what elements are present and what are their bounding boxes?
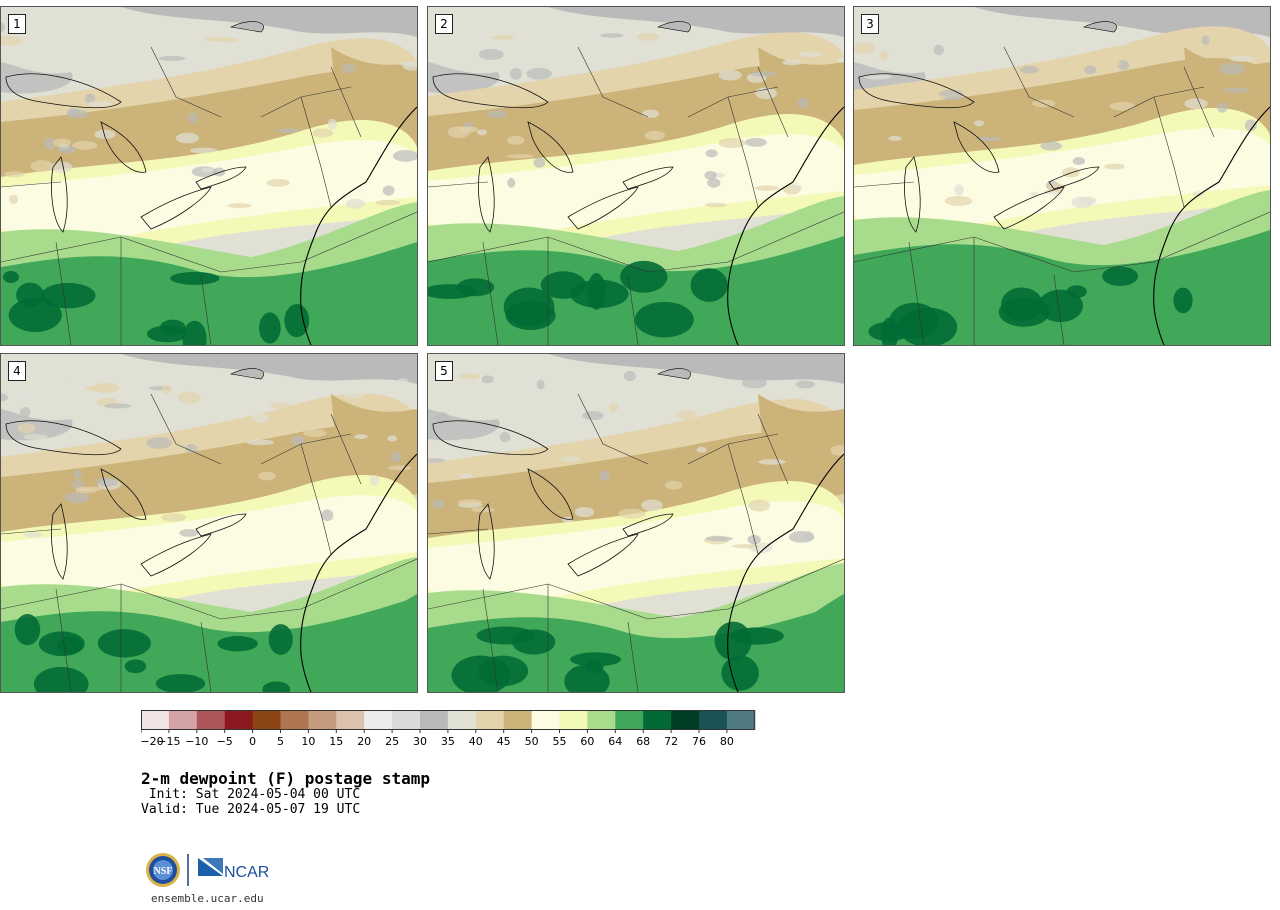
ncar-logo-text: NCAR	[224, 864, 269, 881]
colorbar-swatch	[280, 710, 309, 730]
colorbar-tick-label: 68	[636, 735, 650, 748]
dewpoint-map	[1, 354, 417, 692]
ncar-logo: NCAR	[198, 858, 269, 881]
colorbar-swatch	[392, 710, 421, 730]
colorbar-tick-label: −15	[157, 735, 180, 748]
colorbar-swatch	[699, 710, 728, 730]
colorbar-swatch	[141, 710, 170, 730]
colorbar-tick-label: 76	[692, 735, 706, 748]
valid-time: Valid: Tue 2024-05-07 19 UTC	[141, 802, 361, 817]
colorbar-tick-label: 25	[385, 735, 399, 748]
colorbar-tick-label: 20	[357, 735, 371, 748]
panel-number-label: 4	[8, 361, 26, 381]
map-panel-5: 5	[427, 353, 845, 693]
dewpoint-colorbar: −20−15 −10 −5 0 5 10 15 20 25 30 35 40 45 50 55 60 64 68 7…	[141, 710, 756, 748]
colorbar-tick-label: −5	[217, 735, 233, 748]
colorbar-tick-label: 55	[553, 735, 567, 748]
colorbar-tick-label: 10	[301, 735, 315, 748]
dewpoint-map	[854, 7, 1270, 345]
dewpoint-map	[1, 7, 417, 345]
colorbar-swatch	[503, 710, 533, 730]
colorbar-tick-label: −10	[185, 735, 208, 748]
colorbar-swatch	[726, 710, 756, 730]
footer-url: ensemble.ucar.edu	[151, 892, 264, 905]
colorbar-swatch	[364, 710, 393, 730]
colorbar-tick-label: 5	[277, 735, 284, 748]
colorbar-swatch	[615, 710, 644, 730]
colorbar-swatch	[559, 710, 588, 730]
colorbar-tick-label: 72	[664, 735, 678, 748]
colorbar-tick-label: 30	[413, 735, 427, 748]
nsf-logo-text: NSF	[154, 866, 173, 877]
colorbar-swatch	[531, 710, 560, 730]
colorbar-swatch	[643, 710, 672, 730]
colorbar-swatch	[587, 710, 616, 730]
colorbar-tick-label: 15	[329, 735, 343, 748]
colorbar-swatch	[168, 710, 198, 730]
panel-number-label: 3	[861, 14, 879, 34]
colorbar-tick-label: −20	[141, 735, 164, 748]
colorbar-tick-label: 0	[249, 735, 256, 748]
map-panel-1: 1	[0, 6, 418, 346]
colorbar-swatch	[308, 710, 337, 730]
dewpoint-map	[428, 354, 844, 692]
panel-number-label: 5	[435, 361, 453, 381]
colorbar-swatch	[196, 710, 226, 730]
map-panel-3: 3	[853, 6, 1271, 346]
colorbar-swatch	[336, 710, 365, 730]
init-time: Init: Sat 2024-05-04 00 UTC	[141, 787, 361, 802]
panel-number-label: 1	[8, 14, 26, 34]
figure-title: 2-m dewpoint (F) postage stamp	[141, 769, 430, 788]
map-panel-4: 4	[0, 353, 418, 693]
dewpoint-map	[428, 7, 844, 345]
colorbar-swatch	[224, 710, 254, 730]
colorbar-swatch	[420, 710, 449, 730]
colorbar-swatch	[252, 710, 281, 730]
map-panel-2: 2	[427, 6, 845, 346]
colorbar-tick-label: 40	[469, 735, 483, 748]
nsf-ncar-logos: NSF NCAR	[146, 853, 269, 887]
colorbar-swatch	[671, 710, 700, 730]
colorbar-tick-label: 50	[525, 735, 539, 748]
colorbar-tick-label: 80	[720, 735, 734, 748]
panel-number-label: 2	[435, 14, 453, 34]
colorbar-tick-label: 64	[608, 735, 622, 748]
nsf-logo: NSF	[146, 853, 180, 887]
colorbar-swatch	[447, 710, 477, 730]
colorbar-tick-label: 45	[497, 735, 511, 748]
colorbar-swatch	[475, 710, 505, 730]
colorbar-tick-label: 35	[441, 735, 455, 748]
colorbar-tick-label: 60	[580, 735, 594, 748]
